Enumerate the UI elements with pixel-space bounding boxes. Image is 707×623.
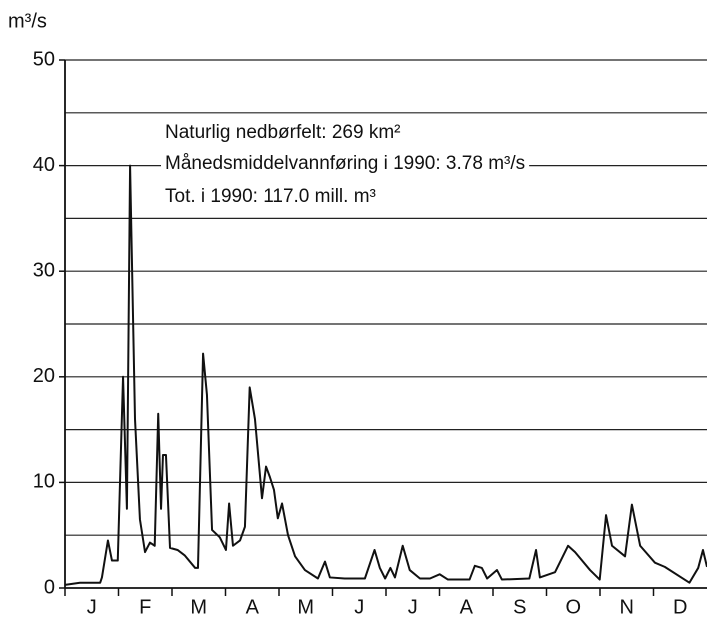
y-tick-label: 30 [33, 259, 55, 281]
annotation-bg [161, 153, 530, 175]
x-tick-label: J [354, 596, 364, 618]
x-tick-label: D [673, 596, 687, 618]
x-tick-label: F [139, 596, 151, 618]
y-tick-label: 20 [33, 365, 55, 387]
x-tick-label: M [297, 596, 314, 618]
annotation-bg [161, 186, 380, 208]
x-tick-label: O [565, 596, 581, 618]
y-tick-label: 40 [33, 154, 55, 176]
y-tick-label: 50 [33, 48, 55, 70]
annotation-bg [161, 122, 405, 144]
x-tick-label: M [190, 596, 207, 618]
x-tick-label: J [408, 596, 418, 618]
flow-line [64, 164, 707, 586]
x-tick-label: A [460, 596, 474, 618]
annotation: Tot. i 1990: 117.0 mill. m³ [165, 186, 376, 207]
y-tick-label: 10 [33, 471, 55, 493]
x-tick-label: N [620, 596, 634, 618]
x-tick-label: A [246, 596, 260, 618]
y-tick-label: 0 [44, 576, 55, 598]
annotation: Naturlig nedbørfelt: 269 km² [165, 122, 401, 143]
x-tick-label: S [513, 596, 526, 618]
y-axis-label: m³/s [8, 10, 47, 32]
x-tick-label: J [87, 596, 97, 618]
annotation: Månedsmiddelvannføring i 1990: 3.78 m³/s [165, 153, 525, 174]
